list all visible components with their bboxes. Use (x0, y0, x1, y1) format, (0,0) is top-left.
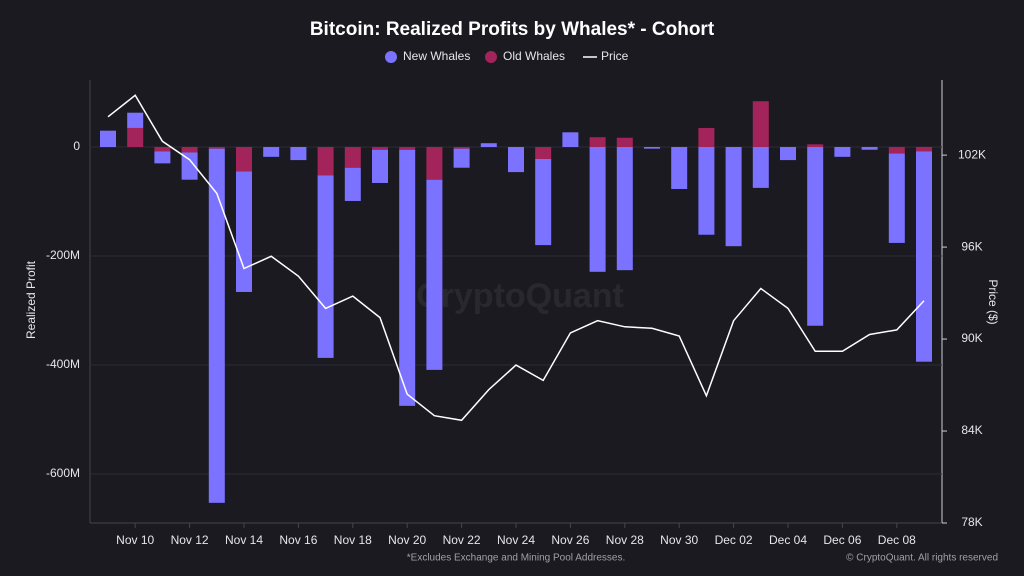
bar (426, 179, 443, 370)
bar (916, 147, 932, 152)
bar (453, 147, 470, 149)
legend-label: Price (601, 49, 629, 63)
bar (644, 147, 660, 149)
x-tick-label: Nov 14 (225, 533, 263, 547)
x-tick-label: Nov 26 (551, 533, 589, 547)
bar (372, 147, 388, 150)
x-tick-label: Nov 20 (388, 533, 426, 547)
bar (263, 147, 280, 157)
bar (127, 127, 144, 148)
bar (888, 153, 905, 243)
bar (236, 171, 252, 292)
bar (535, 159, 552, 246)
bar (698, 147, 715, 235)
bar (508, 147, 524, 173)
x-tick-label: Dec 02 (715, 533, 753, 547)
bar (208, 147, 225, 149)
bar (290, 147, 307, 161)
bar (236, 147, 252, 172)
bar (562, 132, 579, 148)
y2-tick-label: 96K (961, 239, 982, 253)
bar (807, 147, 824, 326)
bar (616, 137, 633, 148)
bar (100, 130, 116, 148)
y-tick-label: -600M (46, 466, 80, 480)
bar (752, 101, 769, 148)
bar (344, 147, 361, 168)
legend-swatch (485, 51, 497, 63)
y-tick-label: 0 (73, 139, 80, 153)
watermark: CryptoQuant (416, 277, 624, 315)
x-tick-label: Dec 06 (823, 533, 861, 547)
bar (752, 147, 769, 188)
bar (535, 147, 552, 160)
bar (725, 147, 742, 247)
legend-label: Old Whales (503, 49, 565, 63)
chart-title: Bitcoin: Realized Profits by Whales* - C… (310, 19, 715, 40)
bar (780, 147, 796, 161)
bar (453, 148, 470, 168)
y2-tick-label: 78K (961, 515, 982, 529)
bar (698, 127, 715, 148)
y2-axis-label: Price ($) (986, 279, 1000, 324)
bar (589, 147, 606, 272)
x-tick-label: Nov 18 (334, 533, 372, 547)
bar (480, 143, 497, 148)
bar (671, 147, 688, 189)
x-tick-label: Nov 28 (606, 533, 644, 547)
bar (154, 151, 171, 164)
bar (888, 147, 905, 154)
bar (181, 152, 198, 180)
bar (399, 149, 416, 406)
bar (372, 149, 388, 183)
bar (344, 167, 361, 201)
bar (399, 147, 416, 150)
y2-tick-label: 84K (961, 423, 982, 437)
y-tick-label: -400M (46, 357, 80, 371)
bar (616, 147, 633, 271)
y-axis-label: Realized Profit (24, 260, 38, 339)
legend-swatch (385, 51, 397, 63)
bar (154, 147, 171, 152)
price-line (107, 94, 925, 422)
bar (807, 144, 824, 148)
bar (181, 147, 198, 153)
x-tick-label: Nov 10 (116, 533, 154, 547)
bar (208, 148, 225, 503)
bar (861, 147, 878, 150)
x-tick-label: Nov 30 (660, 533, 698, 547)
x-tick-label: Nov 16 (279, 533, 317, 547)
footnote: *Excludes Exchange and Mining Pool Addre… (407, 553, 625, 564)
y2-tick-label: 102K (958, 147, 986, 161)
bar (916, 151, 932, 362)
bar (317, 175, 334, 358)
legend-label: New Whales (403, 49, 470, 63)
x-tick-label: Nov 12 (171, 533, 209, 547)
bar (127, 112, 144, 128)
y2-tick-label: 90K (961, 331, 982, 345)
x-tick-label: Nov 24 (497, 533, 535, 547)
bar (426, 147, 443, 180)
bar (834, 147, 851, 157)
x-tick-label: Nov 22 (443, 533, 481, 547)
y-tick-label: -200M (46, 248, 80, 262)
credit: © CryptoQuant. All rights reserved (846, 553, 998, 564)
bar (317, 147, 334, 176)
bar (589, 137, 606, 148)
x-tick-label: Dec 04 (769, 533, 807, 547)
x-tick-label: Dec 08 (878, 533, 916, 547)
